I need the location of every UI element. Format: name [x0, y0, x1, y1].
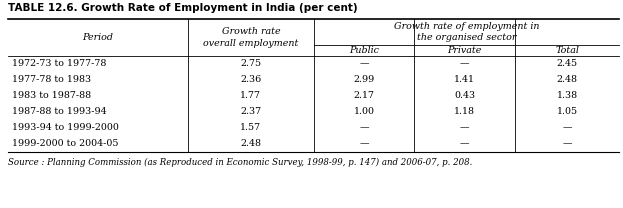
Text: —: — [460, 140, 470, 149]
Text: —: — [359, 124, 369, 132]
Text: 2.48: 2.48 [556, 76, 578, 84]
Text: 1.18: 1.18 [454, 108, 475, 116]
Text: TABLE 12.6. Growth Rate of Employment in India (per cent): TABLE 12.6. Growth Rate of Employment in… [8, 3, 358, 13]
Text: Total: Total [555, 46, 579, 55]
Text: Source : Planning Commission (as Reproduced in Economic Survey, 1998-99, p. 147): Source : Planning Commission (as Reprodu… [8, 158, 472, 167]
Text: —: — [359, 140, 369, 149]
Text: 2.75: 2.75 [240, 59, 262, 68]
Text: 1999-2000 to 2004-05: 1999-2000 to 2004-05 [12, 140, 118, 149]
Text: Growth rate
overall employment: Growth rate overall employment [203, 27, 298, 48]
Text: 1993-94 to 1999-2000: 1993-94 to 1999-2000 [12, 124, 119, 132]
Text: —: — [460, 59, 470, 68]
Text: 1983 to 1987-88: 1983 to 1987-88 [12, 92, 91, 100]
Text: 1972-73 to 1977-78: 1972-73 to 1977-78 [12, 59, 107, 68]
Text: 1.38: 1.38 [556, 92, 578, 100]
Text: 2.36: 2.36 [240, 76, 262, 84]
Text: —: — [359, 59, 369, 68]
Text: 1.41: 1.41 [454, 76, 475, 84]
Text: 1.77: 1.77 [240, 92, 262, 100]
Text: Private: Private [447, 46, 482, 55]
Text: 1977-78 to 1983: 1977-78 to 1983 [12, 76, 91, 84]
Text: 1.00: 1.00 [353, 108, 374, 116]
Text: Period: Period [83, 33, 113, 42]
Text: 0.43: 0.43 [454, 92, 475, 100]
Text: 2.17: 2.17 [353, 92, 374, 100]
Text: —: — [563, 140, 572, 149]
Text: 2.99: 2.99 [353, 76, 374, 84]
Text: 1987-88 to 1993-94: 1987-88 to 1993-94 [12, 108, 107, 116]
Text: Growth rate of employment in
the organised sector: Growth rate of employment in the organis… [394, 22, 539, 42]
Text: Public: Public [349, 46, 379, 55]
Text: 2.45: 2.45 [556, 59, 578, 68]
Text: 1.57: 1.57 [240, 124, 262, 132]
Text: 2.37: 2.37 [240, 108, 262, 116]
Text: —: — [563, 124, 572, 132]
Text: —: — [460, 124, 470, 132]
Text: 1.05: 1.05 [556, 108, 578, 116]
Text: 2.48: 2.48 [240, 140, 262, 149]
